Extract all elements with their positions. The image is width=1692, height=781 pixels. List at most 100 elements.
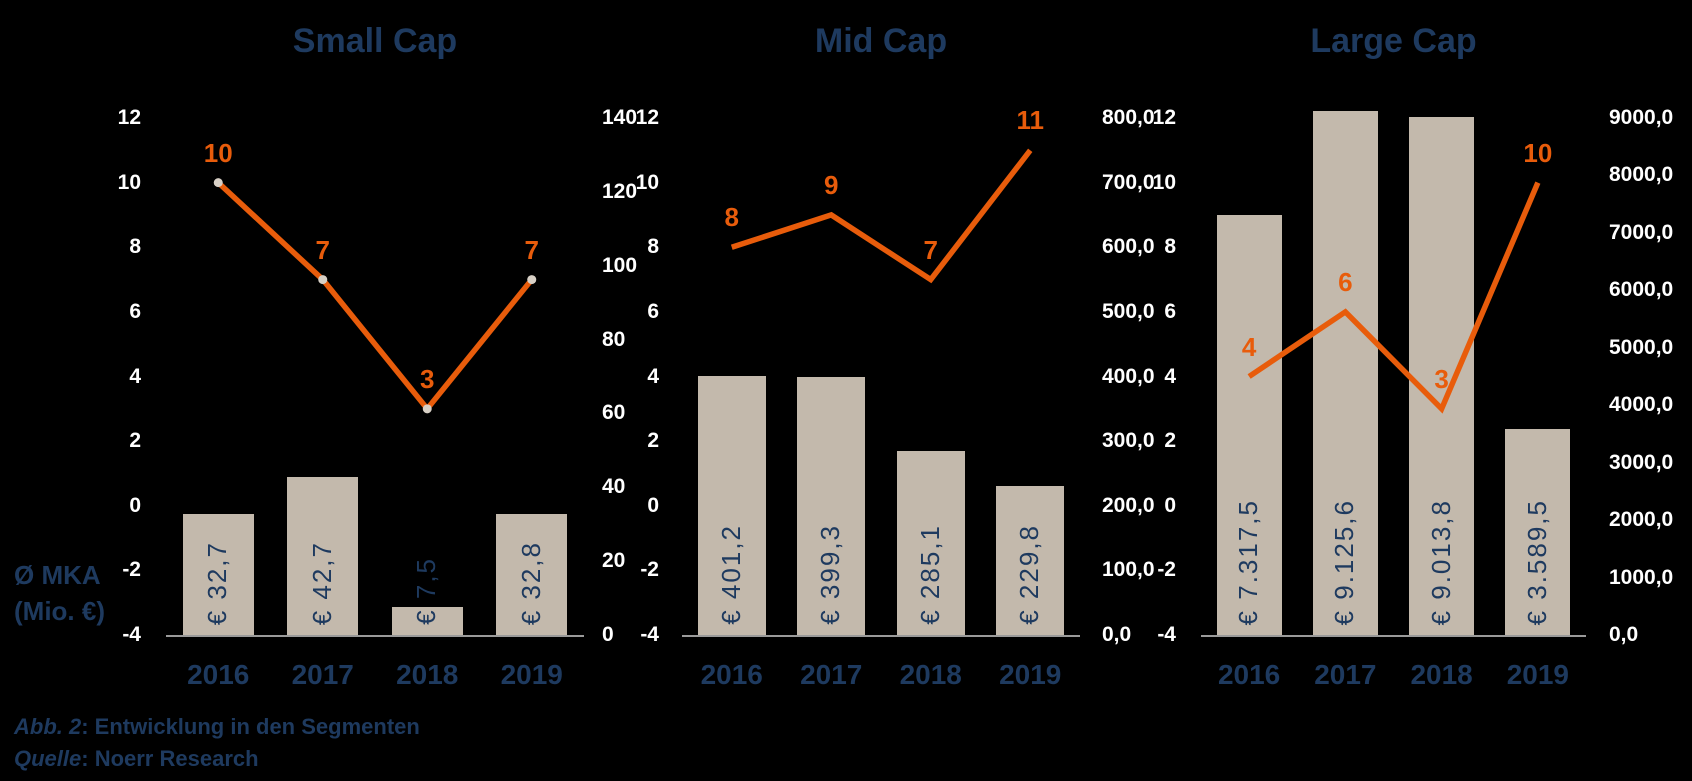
line-value-label-mid-cap: 8 — [724, 202, 739, 233]
x-axis-label-small-cap-2017: 2017 — [291, 659, 354, 690]
y-axis-left-tick-mid-cap: 10 — [635, 170, 659, 194]
bar-value-label-mid-cap: € 399,3 — [815, 524, 846, 625]
y-axis-left-tick-mid-cap: 4 — [647, 364, 659, 388]
y-axis-left-tick-large-cap: -4 — [1157, 623, 1176, 646]
line-value-label-small-cap: 7 — [315, 234, 330, 265]
y-axis-left-tick-large-cap: 12 — [1152, 106, 1176, 129]
line-value-label-mid-cap: 11 — [1016, 105, 1045, 136]
y-axis-right-tick-large-cap: 8000,0 — [1609, 163, 1674, 187]
y-axis-right-tick-small-cap: 40 — [602, 475, 626, 499]
y-axis-left-tick-small-cap: -2 — [122, 558, 141, 582]
y-axis-left-tick-mid-cap: 12 — [635, 106, 659, 129]
y-axis-left-tick-mid-cap: 2 — [647, 429, 659, 453]
line-value-label-large-cap: 3 — [1434, 363, 1449, 394]
chart-title-large-cap: Large Cap — [1310, 22, 1477, 60]
y-axis-right-tick-small-cap: 100 — [602, 253, 638, 277]
x-axis-label-mid-cap-2019: 2019 — [999, 659, 1062, 690]
x-axis-label-small-cap-2018: 2018 — [396, 659, 459, 690]
y-axis-left-tick-small-cap: -4 — [122, 623, 141, 646]
y-axis-left-tick-mid-cap: -2 — [640, 558, 659, 582]
figure-caption-text: : Entwicklung in den Segmenten — [81, 714, 420, 739]
x-axis-label-large-cap-2017: 2017 — [1314, 659, 1377, 690]
x-axis-label-large-cap-2016: 2016 — [1217, 659, 1281, 690]
figure-source-prefix: Quelle — [14, 746, 82, 771]
y-axis-right-tick-mid-cap: 300,0 — [1102, 429, 1155, 453]
line-point-marker-small-cap — [318, 275, 328, 285]
y-axis-left-tick-small-cap: 12 — [117, 106, 141, 129]
x-axis-label-large-cap-2019: 2019 — [1506, 659, 1570, 690]
y-axis-left-tick-small-cap: 2 — [129, 429, 141, 453]
figure-caption: Abb. 2: Entwicklung in den Segmenten — [14, 711, 420, 743]
y-axis-left-tick-large-cap: -2 — [1157, 558, 1176, 582]
y-axis-right-tick-mid-cap: 500,0 — [1102, 299, 1155, 323]
x-axis-label-large-cap-2018: 2018 — [1410, 659, 1473, 690]
trend-line-mid-cap — [730, 148, 1033, 284]
y-axis-left-tick-large-cap: 10 — [1152, 170, 1176, 194]
line-point-marker-small-cap — [213, 178, 223, 188]
bar-value-label-mid-cap: € 285,1 — [914, 524, 945, 625]
y-axis-right-tick-mid-cap: 800,0 — [1102, 106, 1155, 129]
x-axis-label-mid-cap-2017: 2017 — [800, 659, 863, 690]
bar-value-label-large-cap: € 9.125,6 — [1329, 498, 1360, 625]
y-axis-right-tick-large-cap: 4000,0 — [1609, 393, 1674, 417]
line-value-label-large-cap: 4 — [1241, 331, 1257, 362]
bar-value-label-small-cap: € 32,7 — [202, 540, 233, 625]
y-axis-left-tick-small-cap: 10 — [117, 170, 141, 194]
line-value-label-mid-cap: 7 — [923, 234, 938, 265]
bar-mid-cap-2016 — [698, 375, 766, 635]
chart-title-mid-cap: Mid Cap — [814, 22, 948, 60]
line-value-label-mid-cap: 9 — [824, 169, 839, 200]
line-value-label-small-cap: 7 — [524, 234, 539, 265]
y-axis-left-tick-mid-cap: 6 — [647, 299, 659, 323]
y-axis-right-tick-small-cap: 20 — [602, 549, 626, 573]
y-axis-right-tick-mid-cap: 200,0 — [1102, 493, 1155, 517]
x-axis-line-large-cap — [1201, 635, 1586, 637]
y-axis-right-tick-mid-cap: 0,0 — [1102, 623, 1132, 646]
x-axis-label-small-cap-2016: 2016 — [187, 659, 250, 690]
y-axis-right-tick-large-cap: 1000,0 — [1609, 565, 1674, 589]
y-axis-left-tick-mid-cap: -4 — [640, 623, 659, 646]
y-axis-right-tick-large-cap: 9000,0 — [1609, 106, 1674, 129]
line-value-label-large-cap: 10 — [1523, 137, 1553, 168]
line-value-label-small-cap: 10 — [203, 137, 233, 168]
line-value-label-small-cap: 3 — [420, 363, 435, 394]
y-axis-left-tick-mid-cap: 0 — [647, 493, 659, 517]
chart-title-small-cap: Small Cap — [292, 22, 458, 60]
y-axis-left-tick-small-cap: 0 — [129, 493, 141, 517]
left-axis-unit-line2: (Mio. €) — [14, 596, 105, 626]
y-axis-left-tick-large-cap: 6 — [1164, 299, 1176, 323]
y-axis-right-tick-small-cap: 60 — [602, 401, 626, 425]
line-point-marker-small-cap — [422, 404, 432, 414]
y-axis-right-tick-large-cap: 2000,0 — [1609, 508, 1674, 532]
bar-value-label-small-cap: € 32,8 — [515, 540, 546, 625]
x-axis-label-small-cap-2019: 2019 — [500, 659, 563, 690]
y-axis-right-tick-mid-cap: 400,0 — [1102, 364, 1155, 388]
x-axis-line-mid-cap — [682, 635, 1080, 637]
bar-mid-cap-2019 — [996, 486, 1064, 635]
y-axis-right-tick-small-cap: 140 — [602, 106, 638, 129]
trend-line-small-cap — [216, 180, 534, 414]
y-axis-left-tick-large-cap: 2 — [1164, 429, 1176, 453]
bar-value-label-large-cap: € 3.589,5 — [1521, 498, 1552, 625]
trend-line-large-cap — [1247, 181, 1541, 414]
x-axis-line-small-cap — [166, 635, 584, 637]
y-axis-right-tick-small-cap: 120 — [602, 179, 638, 203]
y-axis-left-tick-small-cap: 6 — [129, 299, 141, 323]
y-axis-right-tick-large-cap: 6000,0 — [1609, 278, 1674, 302]
y-axis-left-tick-large-cap: 0 — [1164, 493, 1176, 517]
y-axis-left-tick-small-cap: 8 — [129, 235, 141, 259]
left-axis-unit-label: Ø MKA (Mio. €) — [14, 557, 105, 629]
y-axis-left-tick-small-cap: 4 — [129, 364, 141, 388]
bar-value-label-large-cap: € 9.013,8 — [1425, 498, 1456, 625]
bar-mid-cap-2018 — [897, 450, 965, 635]
bar-small-cap-2019 — [496, 513, 567, 635]
bar-mid-cap-2017 — [797, 376, 865, 635]
bar-small-cap-2016 — [183, 514, 254, 635]
y-axis-right-tick-mid-cap: 100,0 — [1102, 558, 1155, 582]
figure-caption-prefix: Abb. 2 — [14, 714, 82, 739]
y-axis-left-tick-large-cap: 4 — [1164, 364, 1176, 388]
bar-large-cap-2019 — [1505, 428, 1570, 635]
bar-value-label-small-cap: € 7,5 — [411, 557, 442, 625]
line-value-label-large-cap: 6 — [1338, 266, 1353, 297]
